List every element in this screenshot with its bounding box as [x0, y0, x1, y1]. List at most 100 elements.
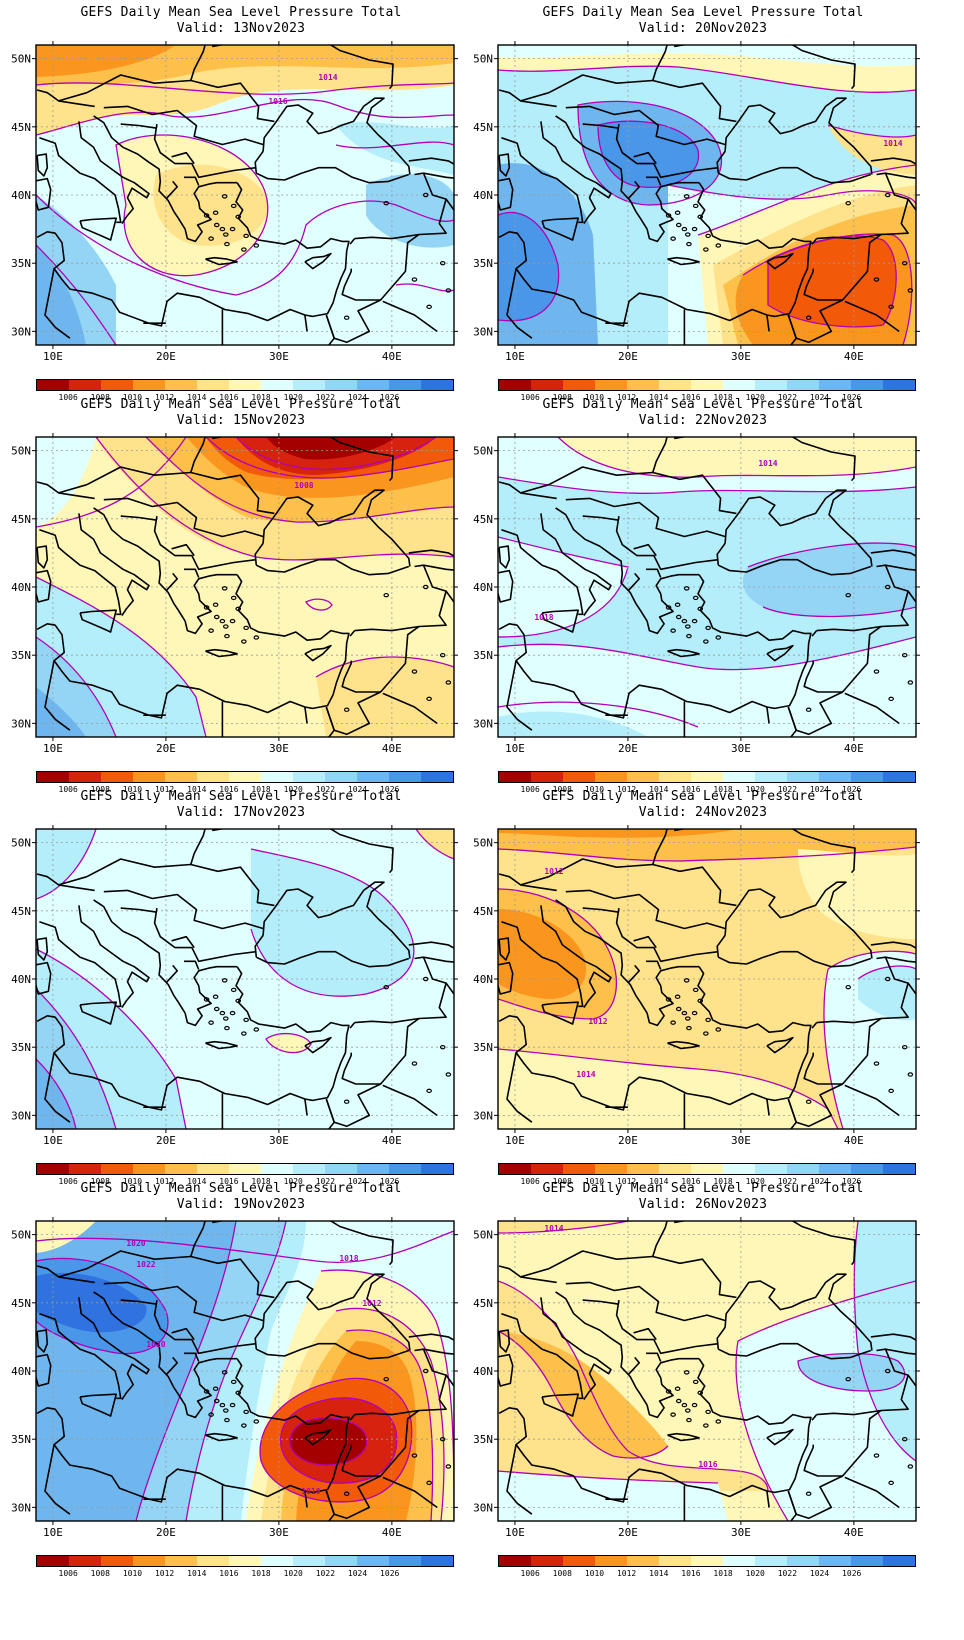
latitude-tick-label: 50N: [11, 837, 31, 850]
panel-title: GEFS Daily Mean Sea Level Pressure Total: [80, 789, 402, 804]
panel-valid-date: Valid: 17Nov2023: [176, 805, 306, 820]
coastline: [36, 937, 49, 961]
colorbar-label: 1012: [154, 393, 175, 402]
colorbar-label: 1010: [584, 785, 605, 794]
colorbar-swatch: [69, 772, 101, 782]
coastline: [582, 907, 620, 913]
colorbar-swatch: [165, 772, 197, 782]
latitude-tick-label: 50N: [473, 53, 493, 66]
coastline: [36, 153, 49, 177]
latitude-tick-label: 50N: [473, 837, 493, 850]
panel-valid-date: Valid: 19Nov2023: [176, 1197, 306, 1212]
isobar-label: 1012: [362, 1299, 381, 1308]
island-outline: [411, 277, 418, 282]
pressure-fill-region: [36, 1059, 76, 1129]
colorbar-label: 1016: [681, 1177, 701, 1186]
colorbar-label: 1010: [122, 1569, 143, 1578]
island-outline: [230, 987, 237, 993]
colorbar-label: 1012: [154, 1569, 175, 1578]
coastline: [498, 153, 511, 177]
coastline: [36, 89, 88, 102]
colorbar-swatch: [595, 380, 627, 390]
isobar-label: 1014: [758, 459, 777, 468]
coastline: [190, 1221, 206, 1257]
latitude-tick-label: 45N: [11, 905, 31, 918]
coastline: [304, 1428, 332, 1446]
coastline: [844, 300, 900, 333]
coastline: [36, 481, 88, 494]
colorbar-label: 1020: [283, 785, 303, 794]
latitude-tick-label: 30N: [473, 325, 493, 338]
coastline: [766, 1490, 770, 1508]
coastline: [171, 543, 195, 557]
coastline: [674, 1221, 856, 1266]
colorbar-swatch: [531, 1164, 563, 1174]
coastline: [907, 982, 916, 995]
coastline: [717, 558, 872, 576]
isobar-label: 1008: [294, 481, 313, 490]
island-outline: [697, 998, 704, 1004]
colorbar-label: 1026: [842, 393, 862, 402]
colorbar-swatch: [755, 772, 787, 782]
colorbar-swatch: [499, 1164, 531, 1174]
longitude-tick-label: 10E: [505, 1134, 525, 1147]
coastline: [627, 180, 640, 200]
isobar-line: [36, 244, 117, 345]
coastline: [445, 982, 454, 995]
coastline: [36, 623, 348, 719]
pressure-fill-region: [743, 543, 916, 617]
coastline: [58, 100, 95, 108]
pressure-fill-region: [36, 437, 96, 527]
island-outline: [235, 606, 242, 612]
coastline: [627, 572, 640, 592]
island-outline: [343, 315, 350, 320]
coastline: [304, 1490, 308, 1508]
island-outline: [691, 1010, 698, 1016]
coastline: [184, 181, 238, 243]
coastline: [184, 573, 238, 635]
coastline: [341, 1409, 420, 1477]
coastline: [870, 157, 916, 166]
coastline: [787, 1490, 798, 1521]
island-outline: [697, 1390, 704, 1396]
isobar-line: [145, 437, 454, 523]
coastline: [787, 706, 798, 737]
coastline: [931, 1308, 962, 1405]
colorbar-swatch: [531, 772, 563, 782]
coastline: [103, 105, 264, 146]
colorbar-swatch: [69, 380, 101, 390]
coastline: [304, 706, 308, 724]
coastline: [86, 858, 275, 907]
coastline: [555, 1291, 648, 1406]
coastline: [445, 1374, 454, 1387]
island-outline: [692, 203, 699, 209]
island-outline: [884, 976, 891, 982]
coastline: [103, 1281, 264, 1322]
coastline: [520, 884, 557, 892]
coastline: [93, 507, 186, 622]
island-outline: [219, 226, 226, 232]
coastline: [766, 314, 770, 332]
island-outline: [243, 1409, 249, 1415]
coastline: [93, 1291, 186, 1406]
colorbar-swatch: [261, 772, 293, 782]
coastline: [235, 574, 350, 644]
colorbar-label: 1022: [315, 1569, 336, 1578]
coastline: [716, 934, 726, 958]
colorbar: [36, 379, 454, 391]
pressure-map: 1014 1018 50N 45N 40N 35N 30N 10E 20E 30E 40E: [473, 433, 920, 755]
colorbar-label: 1012: [616, 1177, 637, 1186]
isobar-line: [36, 948, 187, 1129]
isobar-label: 1020: [126, 1239, 145, 1248]
longitude-tick-label: 20E: [156, 350, 176, 363]
coastline: [816, 564, 909, 632]
colorbar-swatch: [357, 380, 389, 390]
coastline: [36, 177, 52, 211]
latitude-tick-label: 45N: [473, 121, 493, 134]
pressure-fill-region: [558, 437, 916, 478]
coastline: [717, 950, 872, 968]
island-outline: [697, 214, 704, 220]
colorbar-swatch: [819, 772, 851, 782]
latitude-tick-label: 40N: [11, 1365, 31, 1378]
longitude-tick-label: 40E: [382, 742, 402, 755]
